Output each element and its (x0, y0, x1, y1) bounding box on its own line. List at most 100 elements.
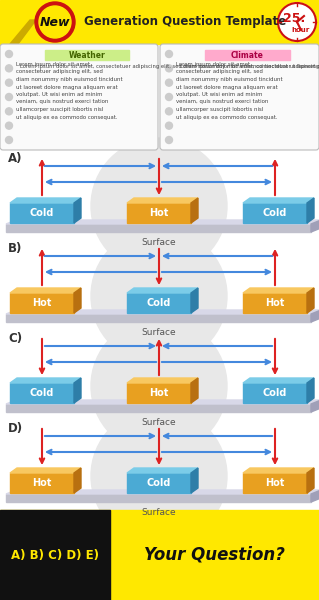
Text: volutpat. Ut wisi enim ad minim: volutpat. Ut wisi enim ad minim (16, 92, 102, 97)
Polygon shape (307, 378, 314, 403)
Polygon shape (311, 310, 319, 322)
Polygon shape (307, 468, 314, 493)
Polygon shape (10, 288, 81, 293)
Polygon shape (127, 378, 198, 383)
Text: Cold: Cold (147, 478, 171, 488)
Text: ullamcorper suscipit lobortis nisl: ullamcorper suscipit lobortis nisl (16, 107, 103, 112)
Polygon shape (243, 198, 314, 203)
Text: ullamcorper suscipit lobortis nisl: ullamcorper suscipit lobortis nisl (176, 107, 263, 112)
Text: Hot: Hot (265, 478, 285, 488)
Circle shape (5, 108, 12, 115)
Text: Hot: Hot (149, 208, 169, 218)
Circle shape (166, 65, 173, 72)
Bar (205, 50, 290, 60)
Bar (10, 383, 74, 403)
Text: A): A) (8, 152, 23, 165)
Text: consectetuer adipiscing elit, sed: consectetuer adipiscing elit, sed (176, 70, 263, 74)
Text: hour: hour (292, 27, 310, 33)
Bar (127, 293, 191, 313)
Text: Hot: Hot (32, 478, 52, 488)
Text: ut aliquip ex ea commodo consequat.: ut aliquip ex ea commodo consequat. (176, 115, 278, 119)
Bar (10, 293, 74, 313)
Polygon shape (127, 288, 198, 293)
Polygon shape (243, 468, 314, 473)
Text: Weather: Weather (69, 51, 105, 60)
Polygon shape (74, 198, 81, 223)
Circle shape (166, 50, 173, 58)
Polygon shape (10, 198, 81, 203)
Bar (6, 224, 311, 232)
Text: Cold: Cold (30, 208, 54, 218)
Polygon shape (74, 288, 81, 313)
Text: Your Question?: Your Question? (144, 546, 285, 564)
Text: diam nonummy nibh euismod tincidunt: diam nonummy nibh euismod tincidunt (176, 77, 283, 82)
Polygon shape (6, 400, 319, 404)
Circle shape (166, 79, 173, 86)
Polygon shape (191, 468, 198, 493)
Bar (10, 203, 74, 223)
Circle shape (5, 136, 12, 143)
Polygon shape (10, 468, 81, 473)
Text: veniam, quis nostrud exerci tation: veniam, quis nostrud exerci tation (176, 100, 268, 104)
Bar (10, 473, 74, 493)
Polygon shape (307, 288, 314, 313)
Text: Cold: Cold (30, 388, 54, 398)
Bar (6, 314, 311, 322)
Polygon shape (243, 288, 314, 293)
Text: ut laoreet dolore magna aliquam erat: ut laoreet dolore magna aliquam erat (176, 85, 278, 89)
Text: ut aliquip ex ea commodo consequat.: ut aliquip ex ea commodo consequat. (16, 115, 118, 119)
Polygon shape (191, 288, 198, 313)
Bar (0, 510, 110, 600)
Bar (45, 50, 129, 60)
Circle shape (5, 94, 12, 100)
Text: Lorem ipsum dolor sit amet, consectetuer adipiscing elit, sed diam nonummy nibh : Lorem ipsum dolor sit amet, consectetuer… (20, 64, 319, 69)
Polygon shape (127, 198, 198, 203)
Circle shape (5, 122, 12, 129)
Polygon shape (311, 490, 319, 502)
Polygon shape (10, 20, 36, 44)
Circle shape (5, 50, 12, 58)
Circle shape (166, 108, 173, 115)
Polygon shape (6, 220, 319, 224)
Bar (0, 0, 319, 44)
Text: Climate: Climate (231, 51, 264, 60)
Text: Surface: Surface (142, 418, 176, 427)
Text: diam nonummy nibh euismod tincidunt: diam nonummy nibh euismod tincidunt (16, 77, 122, 82)
Text: A) B) C) D) E): A) B) C) D) E) (11, 548, 99, 562)
FancyBboxPatch shape (0, 44, 158, 150)
Text: consectetuer adipiscing elit, sed: consectetuer adipiscing elit, sed (16, 70, 103, 74)
Circle shape (91, 408, 227, 544)
Polygon shape (127, 468, 198, 473)
Text: Cold: Cold (147, 298, 171, 308)
Polygon shape (191, 198, 198, 223)
Bar (243, 293, 307, 313)
Text: ut laoreet dolore magna aliquam erat: ut laoreet dolore magna aliquam erat (16, 85, 118, 89)
Circle shape (35, 2, 75, 42)
Polygon shape (10, 378, 81, 383)
Bar (243, 203, 307, 223)
Text: Generation Question Template: Generation Question Template (84, 16, 286, 28)
Bar (243, 473, 307, 493)
Bar (6, 404, 311, 412)
Circle shape (166, 122, 173, 129)
Text: Surface: Surface (142, 328, 176, 337)
Circle shape (166, 94, 173, 100)
Circle shape (5, 79, 12, 86)
Bar (0, 510, 319, 600)
Circle shape (91, 228, 227, 364)
Text: Hot: Hot (32, 298, 52, 308)
Text: D): D) (8, 422, 23, 435)
Text: Cold: Cold (263, 208, 287, 218)
Text: New: New (40, 16, 70, 29)
Text: 25.: 25. (283, 13, 305, 25)
Text: Lorem ipsum dolor sit amet, consectetuer adipiscing elit, sed diam nonummy nibh : Lorem ipsum dolor sit amet, consectetuer… (180, 64, 319, 69)
Text: Hot: Hot (149, 388, 169, 398)
Text: volutpat. Ut wisi enim ad minim: volutpat. Ut wisi enim ad minim (176, 92, 262, 97)
Polygon shape (311, 400, 319, 412)
Text: Lorem ipsum dolor sit amet,: Lorem ipsum dolor sit amet, (16, 62, 92, 67)
Circle shape (278, 3, 316, 41)
Circle shape (91, 138, 227, 274)
Text: Lorem ipsum dolor sit amet,: Lorem ipsum dolor sit amet, (176, 62, 252, 67)
Polygon shape (307, 198, 314, 223)
Circle shape (91, 318, 227, 454)
